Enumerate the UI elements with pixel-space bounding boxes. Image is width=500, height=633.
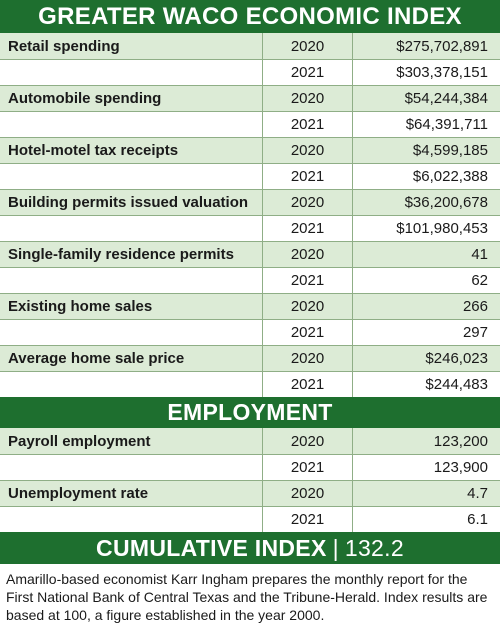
value-cell: 123,200 (352, 428, 500, 454)
value-cell: $303,378,151 (352, 60, 500, 85)
table-row: Payroll employment 2020 123,200 (0, 428, 500, 454)
value-cell: $36,200,678 (352, 190, 500, 215)
table-row: Single-family residence permits 2020 41 (0, 241, 500, 267)
cumulative-label: CUMULATIVE INDEX (96, 534, 327, 561)
table-row: Average home sale price 2020 $246,023 (0, 345, 500, 371)
metric-label: Unemployment rate (8, 485, 149, 502)
value-cell: $64,391,711 (352, 112, 500, 137)
year-cell: 2021 (262, 268, 352, 293)
year-cell: 2020 (262, 346, 352, 371)
index-title: GREATER WACO ECONOMIC INDEX (0, 0, 500, 33)
year-cell: 2021 (262, 455, 352, 480)
employment-table: Payroll employment 2020 123,200 2021 123… (0, 428, 500, 532)
table-row: 2021 123,900 (0, 454, 500, 480)
cumulative-value: 132.2 (344, 534, 404, 561)
year-cell: 2020 (262, 294, 352, 319)
metric-label: Hotel-motel tax receipts (8, 142, 179, 159)
value-cell: 297 (352, 320, 500, 345)
employment-heading: EMPLOYMENT (0, 397, 500, 428)
table-row: 2021 62 (0, 267, 500, 293)
value-cell: $246,023 (352, 346, 500, 371)
table-row: 2021 6.1 (0, 506, 500, 532)
year-cell: 2021 (262, 60, 352, 85)
metric-label: Retail spending (8, 37, 120, 55)
table-row: 2021 297 (0, 319, 500, 345)
year-cell: 2020 (262, 481, 352, 506)
value-cell: 4.7 (352, 481, 500, 506)
value-cell: 62 (352, 268, 500, 293)
value-cell: 266 (352, 294, 500, 319)
table-row: Automobile spending 2020 $54,244,384 (0, 85, 500, 111)
metric-label: Single-family residence permits (8, 246, 234, 263)
year-cell: 2020 (262, 86, 352, 111)
table-row: Hotel-motel tax receipts 2020 $4,599,185 (0, 137, 500, 163)
table-row: Building permits issued valuation 2020 $… (0, 189, 500, 215)
table-row: 2021 $64,391,711 (0, 111, 500, 137)
table-row: 2021 $6,022,388 (0, 163, 500, 189)
table-row: Unemployment rate 2020 4.7 (0, 480, 500, 506)
metric-label: Payroll employment (8, 432, 151, 450)
economic-table: Retail spending 2020 $275,702,891 2021 $… (0, 33, 500, 397)
metric-label: Existing home sales (8, 298, 153, 315)
value-cell: $4,599,185 (352, 138, 500, 163)
value-cell: 41 (352, 242, 500, 267)
year-cell: 2020 (262, 138, 352, 163)
value-cell: 123,900 (352, 455, 500, 480)
metric-label: Average home sale price (8, 350, 185, 367)
year-cell: 2021 (262, 372, 352, 397)
value-cell: 6.1 (352, 507, 500, 532)
year-cell: 2021 (262, 112, 352, 137)
year-cell: 2021 (262, 507, 352, 532)
year-cell: 2021 (262, 320, 352, 345)
metric-label: Automobile spending (8, 90, 162, 107)
table-row: 2021 $303,378,151 (0, 59, 500, 85)
table-row: 2021 $244,483 (0, 371, 500, 397)
table-row: Existing home sales 2020 266 (0, 293, 500, 319)
table-row: 2021 $101,980,453 (0, 215, 500, 241)
year-cell: 2020 (262, 242, 352, 267)
value-cell: $101,980,453 (352, 216, 500, 241)
value-cell: $275,702,891 (352, 33, 500, 59)
cumulative-index-banner: CUMULATIVE INDEX | 132.2 (0, 532, 500, 564)
value-cell: $6,022,388 (352, 164, 500, 189)
value-cell: $54,244,384 (352, 86, 500, 111)
footnote: Amarillo-based economist Karr Ingham pre… (6, 571, 488, 623)
year-cell: 2021 (262, 164, 352, 189)
year-cell: 2021 (262, 216, 352, 241)
year-cell: 2020 (262, 428, 352, 454)
cumulative-separator: | (332, 534, 339, 561)
year-cell: 2020 (262, 190, 352, 215)
metric-label: Building permits issued valuation (8, 194, 249, 211)
year-cell: 2020 (262, 33, 352, 59)
table-row: Retail spending 2020 $275,702,891 (0, 33, 500, 59)
value-cell: $244,483 (352, 372, 500, 397)
